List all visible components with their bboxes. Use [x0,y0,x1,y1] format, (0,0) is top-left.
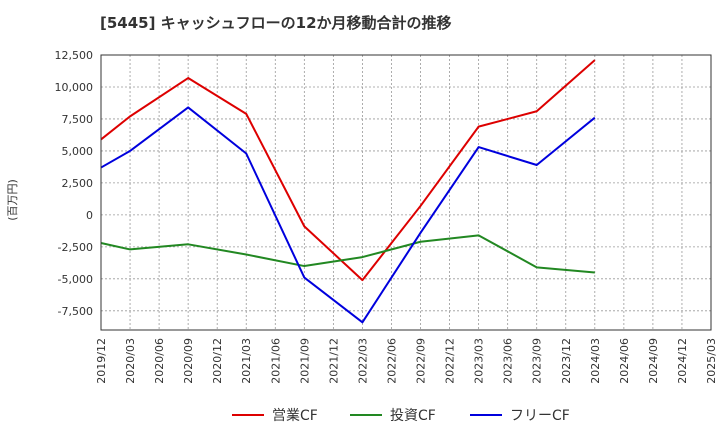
x-tick-label: 2023/03 [473,338,486,384]
x-tick-label: 2020/12 [211,338,224,384]
series-lines [100,59,596,324]
x-axis-ticks: 2019/12 2020/03 2020/06 2020/09 2020/12 2021/… [95,338,718,384]
x-tick-label: 2019/12 [95,338,108,384]
x-tick-label: 2024/09 [647,338,660,384]
legend: 営業CF 投資CF フリーCF [232,408,570,424]
x-tick-label: 2024/06 [618,338,631,384]
y-axis-ticks: 12,500 10,000 7,500 5,000 2,500 0 -2,500 -5,000… [55,49,94,318]
series-line [100,234,595,274]
y-tick-label: 7,500 [62,113,94,126]
x-tick-label: 2023/09 [531,338,544,384]
y-tick-label: -7,500 [58,305,93,318]
y-tick-label: 12,500 [55,49,94,62]
y-tick-label: 0 [86,209,93,222]
x-tick-label: 2024/03 [589,338,602,384]
legend-label: 営業CF [272,408,318,424]
series-line [100,59,596,282]
y-tick-label: 2,500 [62,177,94,190]
y-axis-label: (百万円) [6,179,19,221]
x-tick-label: 2023/06 [502,338,515,384]
x-tick-label: 2022/12 [444,338,457,384]
chart-title: [5445] キャッシュフローの12か月移動合計の推移 [100,14,452,32]
x-tick-label: 2020/06 [153,338,166,384]
y-tick-label: 5,000 [62,145,94,158]
x-tick-label: 2022/03 [356,338,369,384]
x-tick-label: 2025/03 [705,338,718,384]
x-tick-label: 2021/12 [327,338,340,384]
x-tick-label: 2022/06 [385,338,398,384]
series-line [100,106,596,324]
y-tick-label: -5,000 [58,273,93,286]
grid [100,54,712,330]
x-tick-label: 2023/12 [560,338,573,384]
x-tick-label: 2020/03 [124,338,137,384]
x-tick-label: 2020/09 [182,338,195,384]
x-tick-label: 2021/06 [269,338,282,384]
x-tick-label: 2021/09 [298,338,311,384]
legend-label: フリーCF [510,408,570,424]
x-tick-label: 2024/12 [676,338,689,384]
plot-border [100,54,712,331]
y-tick-label: -2,500 [58,241,93,254]
x-tick-label: 2022/09 [415,338,428,384]
x-tick-label: 2021/03 [240,338,253,384]
y-tick-label: 10,000 [55,81,94,94]
legend-label: 投資CF [390,408,436,424]
